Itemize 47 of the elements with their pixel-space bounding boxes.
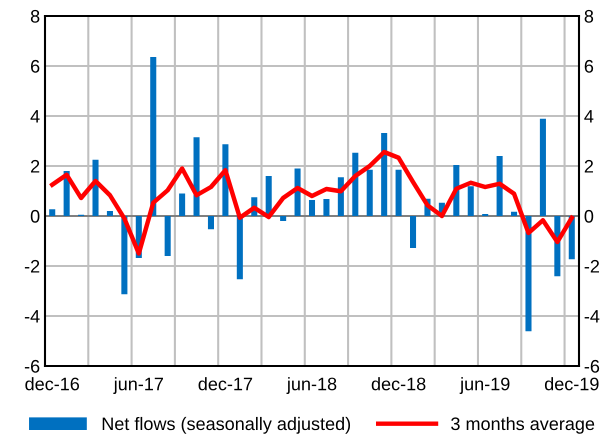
bar [164,216,171,256]
bar [410,216,416,248]
x-tick-label: dec-18 [372,377,426,390]
x-tick-label: jun-19 [460,377,510,394]
y2-tick-label: -4 [584,310,600,323]
bar [308,200,316,216]
bar [49,209,56,216]
y2-tick-label: 8 [584,10,594,23]
bar [366,170,373,216]
y2-tick-label: -2 [584,260,600,273]
y-tick-label: 2 [31,160,40,173]
y2-tick-label: 2 [584,160,593,173]
legend-label: 3 months average [451,416,594,434]
legend-label: Net flows (seasonally adjusted) [102,416,350,434]
y-tick-label: 6 [31,60,40,73]
x-tick-label: dec-16 [25,377,80,390]
y-tick-label: -4 [24,310,40,323]
bar [236,216,243,280]
bar [266,176,272,216]
y2-tick-label: -6 [584,360,600,373]
bar [323,199,330,216]
y2-tick-label: 4 [584,110,594,123]
x-tick-label: jun-17 [113,377,163,394]
bar [468,186,474,216]
y-tick-label: 0 [30,210,40,223]
y-tick-label: -6 [24,360,40,373]
bar [106,211,113,216]
bar [150,57,156,216]
y-tick-label: 8 [30,10,40,23]
x-tick-label: dec-17 [198,377,252,390]
bar [540,118,546,216]
line-series [50,150,574,256]
bar [525,216,532,332]
bar [179,194,186,216]
y2-tick-label: 0 [584,210,594,223]
bar [280,216,286,221]
bar [511,212,518,216]
x-tick-label: jun-18 [286,377,336,394]
bar [396,170,402,216]
y-tick-label: -2 [24,260,40,273]
bar [381,133,388,216]
bar [208,216,214,230]
y2-tick-label: 6 [584,60,594,73]
bar [194,137,200,216]
y-tick-label: 4 [30,110,40,123]
bar [496,156,503,216]
x-tick-label: dec-19 [544,377,599,390]
